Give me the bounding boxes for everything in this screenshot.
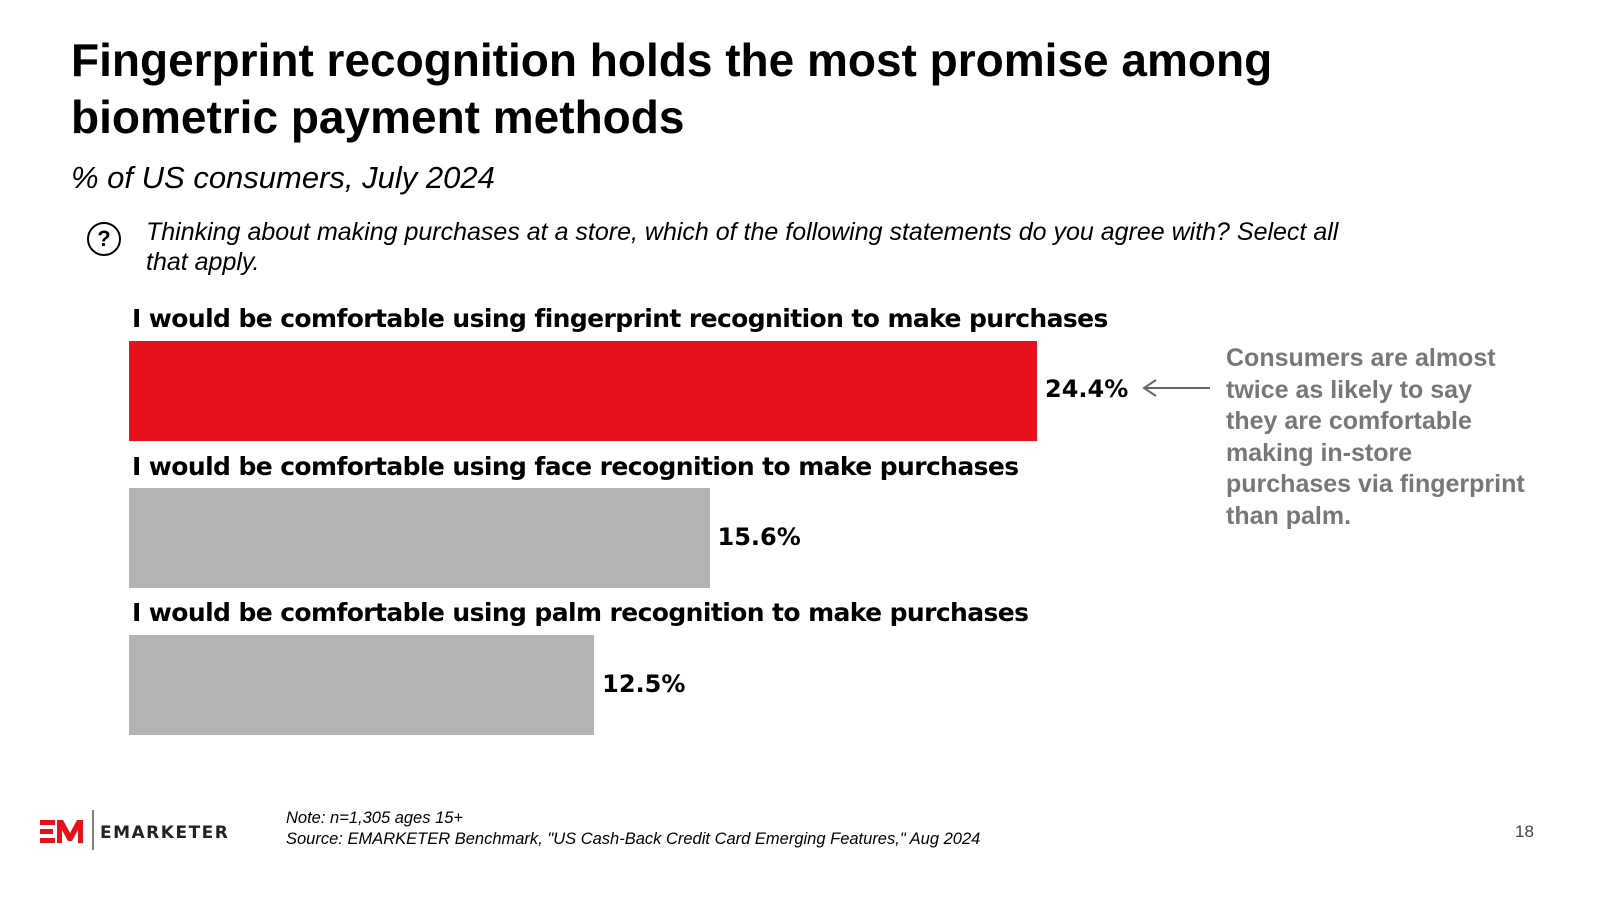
footnote: Note: n=1,305 ages 15+ Source: EMARKETER… [286, 808, 980, 850]
question-circle-icon: ? [87, 222, 121, 256]
bar-palm [129, 635, 595, 735]
emarketer-logo: EMARKETER [38, 808, 238, 857]
annotation: Consumers are almost twice as likely to … [1226, 344, 1525, 530]
bar-fingerprint [129, 341, 1037, 441]
source-text: Source: EMARKETER Benchmark, "US Cash-Ba… [286, 830, 981, 848]
category-label: I would be comfortable using fingerprint… [132, 304, 1108, 333]
value-label: 12.5% [602, 670, 686, 698]
arrow-left-icon [1142, 379, 1210, 397]
subtitle: % of US consumers, July 2024 [71, 160, 495, 195]
category-label: I would be comfortable using face recogn… [132, 452, 1019, 481]
bar-face [129, 488, 710, 588]
value-label: 24.4% [1045, 375, 1129, 403]
svg-text:EMARKETER: EMARKETER [100, 823, 229, 843]
page-title: Fingerprint recognition holds the most p… [71, 34, 1273, 143]
page-number: 18 [1515, 822, 1534, 841]
survey-question: Thinking about making purchases at a sto… [146, 218, 1339, 276]
note-text: Note: n=1,305 ages 15+ [286, 809, 464, 827]
value-label: 15.6% [717, 523, 801, 551]
category-label: I would be comfortable using palm recogn… [132, 598, 1029, 627]
